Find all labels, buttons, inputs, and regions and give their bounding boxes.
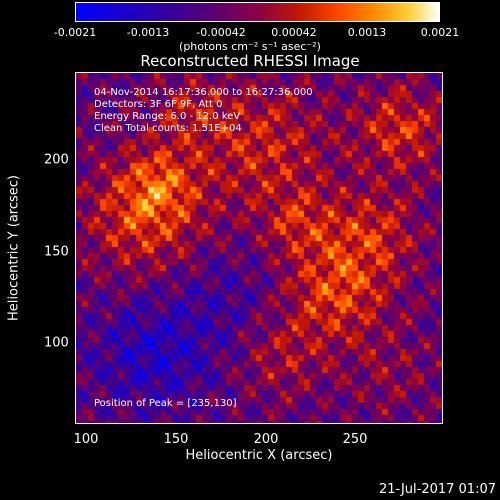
x-tick-label: 200 — [253, 432, 279, 447]
colorbar-tick-label: -0.00042 — [196, 26, 246, 39]
info-line-time: 04-Nov-2014 16:17:36.000 to 16:27:36.000 — [94, 87, 313, 98]
x-axis-label: Heliocentric X (arcsec) — [185, 448, 333, 463]
y-tick-label: 200 — [44, 152, 69, 168]
colorbar-tick-label: 0.0021 — [420, 26, 460, 39]
x-tick-label: 150 — [163, 432, 189, 447]
x-tick-label: 250 — [342, 432, 368, 447]
info-line-energy: Energy Range: 6.0 - 12.0 keV — [94, 111, 241, 122]
colorbar-units: (photons cm⁻² s⁻¹ asec⁻²) — [179, 40, 321, 53]
peak-position-label: Position of Peak = [235,130] — [94, 398, 237, 409]
y-tick-label: 100 — [44, 335, 69, 351]
colorbar-tick-label: 0.0013 — [347, 26, 387, 39]
info-line-counts: Clean Total counts: 1.51E+04 — [94, 123, 242, 134]
chart-title: Reconstructed RHESSI Image — [140, 52, 360, 70]
x-tick-label: 100 — [73, 432, 99, 447]
y-axis-label: Heliocentric Y (arcsec) — [6, 175, 22, 321]
colorbar-tick-label: -0.0013 — [126, 26, 170, 39]
colorbar — [75, 2, 440, 22]
timestamp: 21-Jul-2017 01:07 — [378, 482, 496, 497]
plot-area: 04-Nov-2014 16:17:36.000 to 16:27:36.000… — [75, 72, 443, 424]
colorbar-tick-label: -0.0021 — [53, 26, 97, 39]
colorbar-tick-label: 0.00042 — [271, 26, 317, 39]
y-tick-label: 150 — [44, 244, 69, 260]
info-line-detectors: Detectors: 3F 6F 9F, Att 0 — [94, 99, 223, 110]
heatmap-image — [76, 73, 442, 423]
